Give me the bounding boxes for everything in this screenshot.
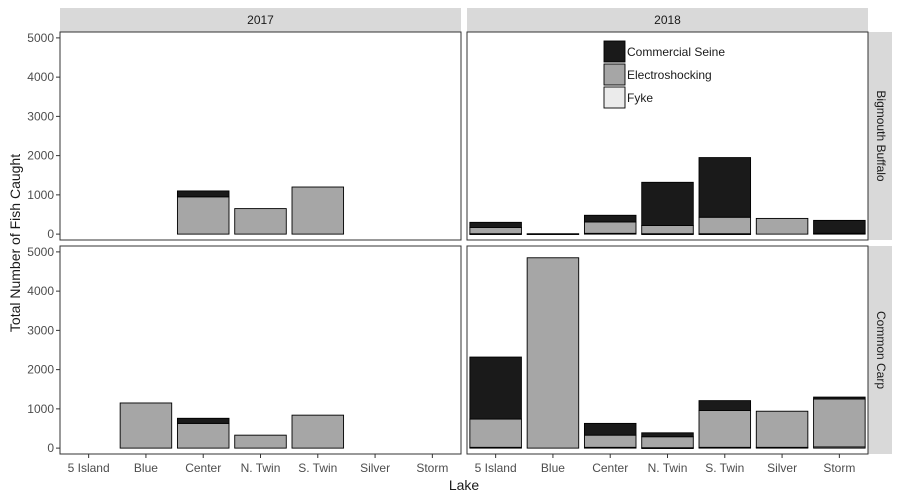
legend-key-fyke: [603, 86, 626, 109]
bar-commercial-seine-storm: [813, 396, 866, 400]
strip-label-2017: 2017: [247, 13, 274, 27]
y-tick-label: 0: [47, 227, 54, 241]
strip-label-bigmouth-buffalo: Bigmouth Buffalo: [874, 90, 888, 181]
y-tick-label: 1000: [27, 402, 54, 416]
facet-panels: [59, 31, 869, 455]
bar-commercial-seine-center: [176, 190, 230, 198]
bar-commercial-seine-blue: [526, 233, 580, 235]
bar-electroshocking-5-island: [469, 226, 522, 235]
x-tick-label: 5 Island: [68, 461, 110, 475]
legend-label-fyke: Fyke: [627, 91, 653, 105]
bar-electroshocking-n-twin: [641, 225, 694, 235]
panel-2018-common-carp: [466, 245, 869, 455]
x-tick-label: Center: [185, 461, 221, 475]
panel-border: [59, 31, 462, 241]
bar-electroshocking-n-twin: [641, 436, 694, 449]
x-tick-label: Blue: [541, 461, 565, 475]
bar-commercial-seine-storm: [813, 219, 866, 234]
x-tick-label: S. Twin: [298, 461, 337, 475]
x-tick-label: Storm: [416, 461, 448, 475]
bar-commercial-seine-n-twin: [641, 432, 694, 438]
bar-electroshocking-blue: [119, 402, 173, 449]
x-tick-label: 5 Island: [475, 461, 517, 475]
bar-electroshocking-center: [176, 422, 230, 449]
bar-electroshocking-n-twin: [234, 208, 287, 235]
x-tick-label: Silver: [360, 461, 390, 475]
y-tick-label: 5000: [27, 31, 54, 45]
legend-key-electroshocking: [603, 63, 626, 86]
bar-electroshocking-blue: [526, 257, 580, 449]
bar-commercial-seine-center: [583, 422, 637, 436]
y-tick-label: 4000: [27, 284, 54, 298]
bar-electroshocking-s-twin: [291, 414, 345, 449]
y-tick-label: 1000: [27, 188, 54, 202]
x-tick-label: S. Twin: [705, 461, 744, 475]
strip-label-common-carp: Common Carp: [874, 311, 888, 389]
panel-2017-common-carp: [59, 245, 462, 455]
x-tick-label: Silver: [767, 461, 797, 475]
strip-common-carp: [868, 246, 892, 454]
bar-electroshocking-storm: [813, 398, 866, 448]
bar-electroshocking-s-twin: [291, 186, 345, 235]
panel-border: [466, 31, 869, 241]
x-axis-title: Lake: [449, 477, 480, 493]
strip-2017: [60, 8, 461, 32]
bar-commercial-seine-5-island: [469, 356, 522, 420]
legend-key-commercial-seine: [603, 40, 626, 63]
bar-electroshocking-n-twin: [234, 434, 287, 449]
bar-electroshocking-silver: [755, 217, 809, 235]
x-tick-label: Blue: [134, 461, 158, 475]
y-tick-label: 4000: [27, 70, 54, 84]
y-tick-label: 2000: [27, 149, 54, 163]
axes: 0 1000 2000 3000 4000 5000 0 1000 2000 3000 4000 50…: [27, 31, 855, 475]
bar-commercial-seine-s-twin: [698, 400, 752, 411]
legend-label-commercial-seine: Commercial Seine: [627, 45, 725, 59]
panel-2018-bigmouth-buffalo: [466, 31, 869, 241]
bar-electroshocking-center: [176, 196, 230, 235]
bar-commercial-seine-n-twin: [641, 181, 694, 226]
x-tick-label: Storm: [823, 461, 855, 475]
x-tick-label: N. Twin: [648, 461, 688, 475]
strip-bigmouth-buffalo: [868, 32, 892, 240]
legend: Commercial Seine Electroshocking Fyke: [603, 40, 725, 109]
bar-commercial-seine-s-twin: [698, 157, 752, 218]
y-tick-label: 2000: [27, 363, 54, 377]
y-tick-label: 3000: [27, 109, 54, 123]
bar-electroshocking-silver: [755, 410, 809, 448]
y-axis-title: Total Number of Fish Caught: [7, 154, 23, 332]
legend-label-electroshocking: Electroshocking: [627, 68, 712, 82]
y-tick-label: 3000: [27, 323, 54, 337]
facet-strips: 2017 2018 Bigmouth Buffalo Common Carp: [60, 8, 892, 454]
bar-electroshocking-s-twin: [698, 409, 752, 448]
strip-label-2018: 2018: [654, 13, 681, 27]
y-tick-label: 5000: [27, 245, 54, 259]
bar-electroshocking-center: [583, 434, 637, 448]
strip-2018: [467, 8, 868, 32]
bar-electroshocking-5-island: [469, 418, 522, 448]
y-tick-label: 0: [47, 441, 54, 455]
panel-background: [60, 32, 461, 240]
bar-commercial-seine-5-island: [469, 221, 522, 228]
x-tick-label: Center: [592, 461, 628, 475]
bar-commercial-seine-center: [583, 214, 637, 223]
bar-commercial-seine-center: [176, 417, 230, 424]
bar-electroshocking-s-twin: [698, 216, 752, 235]
x-tick-label: N. Twin: [241, 461, 281, 475]
bar-electroshocking-center: [583, 221, 637, 234]
panel-2017-bigmouth-buffalo: [59, 31, 462, 241]
